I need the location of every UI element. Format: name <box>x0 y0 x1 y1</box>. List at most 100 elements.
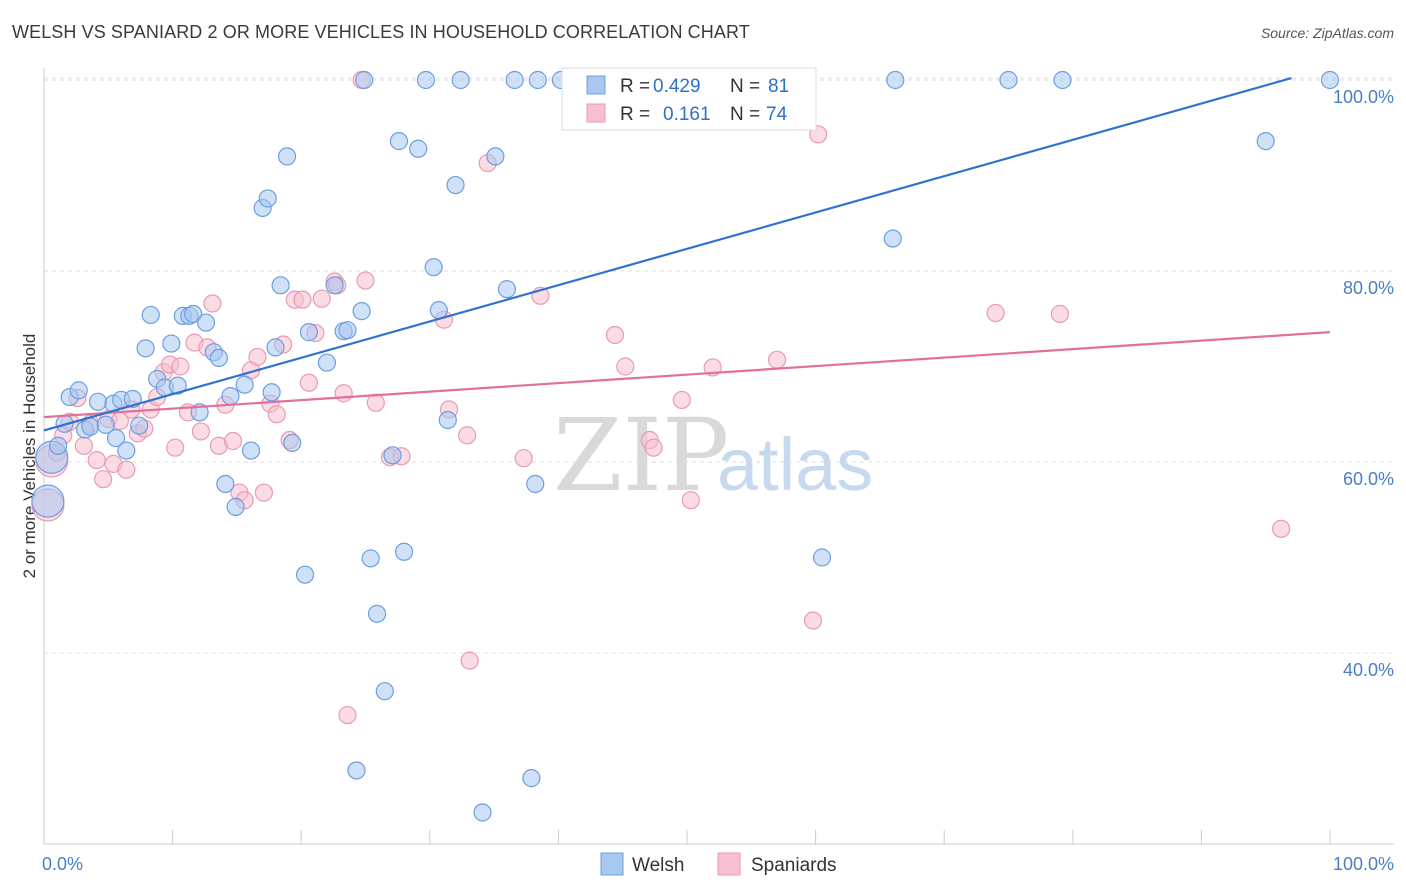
welsh-point <box>812 548 832 567</box>
legend-welsh-n-label: N = <box>730 76 760 97</box>
welsh-point <box>424 258 443 277</box>
welsh-point <box>883 229 902 248</box>
welsh-point <box>394 542 414 561</box>
bottom-legend-spaniards-label: Spaniards <box>751 855 837 876</box>
bottom-legend-spaniards-swatch <box>717 852 741 876</box>
welsh-point <box>88 392 108 411</box>
spaniards-point <box>644 438 663 457</box>
welsh-point <box>473 803 492 822</box>
welsh-point <box>347 761 366 780</box>
welsh-point <box>352 302 371 321</box>
spaniards-point <box>1050 304 1070 324</box>
spaniards-point <box>171 357 190 376</box>
welsh-point <box>526 474 545 494</box>
welsh-point <box>283 433 302 452</box>
welsh-point <box>522 769 541 788</box>
spaniards-point <box>616 357 635 376</box>
welsh-point <box>1320 70 1340 90</box>
bottom-legend-welsh-label: Welsh <box>632 855 684 876</box>
welsh-point <box>196 313 216 332</box>
x-axis-ticks <box>43 830 1331 844</box>
welsh-point <box>486 147 505 166</box>
welsh-point <box>375 682 394 701</box>
welsh-points <box>31 70 1340 822</box>
welsh-point <box>355 70 374 90</box>
spaniards-point <box>203 294 222 313</box>
welsh-point <box>130 416 149 435</box>
welsh-point <box>416 70 436 90</box>
welsh-point <box>338 321 357 340</box>
welsh-trend-line <box>43 77 1292 432</box>
spaniards-point <box>460 651 479 670</box>
spaniards-point <box>514 449 533 468</box>
legend-spaniards-r-value: 0.161 <box>663 104 711 125</box>
welsh-point <box>999 70 1018 90</box>
welsh-point <box>216 474 235 494</box>
welsh-point <box>69 381 88 400</box>
welsh-point <box>241 441 261 460</box>
welsh-point <box>117 441 136 460</box>
welsh-point <box>266 338 285 357</box>
legend-spaniards-swatch <box>586 103 606 123</box>
welsh-point <box>258 189 277 208</box>
welsh-point <box>81 417 100 436</box>
chart-title: WELSH VS SPANIARD 2 OR MORE VEHICLES IN … <box>12 22 750 42</box>
welsh-point <box>106 429 126 448</box>
spaniards-trend-line <box>43 331 1331 419</box>
welsh-point <box>209 348 228 368</box>
spaniards-point <box>267 405 286 424</box>
welsh-point <box>136 339 155 358</box>
welsh-point <box>235 375 254 394</box>
spaniards-point <box>986 303 1005 323</box>
legend-welsh-r-value: 0.429 <box>653 76 701 97</box>
spaniards-point <box>356 271 375 290</box>
welsh-point <box>361 549 380 568</box>
y-tick-label: 60.0% <box>1343 469 1394 489</box>
watermark-atlas: atlas <box>717 423 873 506</box>
spaniards-point <box>293 290 312 309</box>
welsh-point <box>168 376 187 395</box>
welsh-point <box>271 276 290 295</box>
welsh-point <box>299 323 319 342</box>
welsh-point <box>325 276 344 295</box>
y-tick-label: 40.0% <box>1343 660 1394 680</box>
welsh-point <box>505 70 524 90</box>
spaniards-point <box>117 460 136 479</box>
chart-source: Source: ZipAtlas.com <box>1260 25 1394 41</box>
spaniards-point <box>767 350 787 369</box>
spaniards-point <box>334 384 353 403</box>
welsh-point <box>295 565 315 584</box>
welsh-point <box>367 604 387 623</box>
spaniards-point <box>299 373 319 392</box>
welsh-point <box>451 70 470 90</box>
legend-welsh-r-label: R = <box>620 76 650 97</box>
welsh-point <box>31 484 65 518</box>
welsh-point <box>184 304 203 324</box>
welsh-point <box>438 410 457 430</box>
spaniards-point <box>94 470 113 489</box>
welsh-point <box>429 301 448 320</box>
welsh-point <box>389 132 409 151</box>
welsh-point <box>277 147 297 166</box>
welsh-point <box>317 353 337 372</box>
legend-welsh-swatch <box>586 75 606 95</box>
y-tick-labels: 40.0% 60.0% 80.0% 100.0% <box>1333 87 1394 680</box>
spaniards-point <box>1272 519 1291 538</box>
spaniards-point <box>223 431 243 451</box>
spaniards-point <box>672 390 691 410</box>
correlation-legend: R = 0.429 N = 81 R = 0.161 N = 74 <box>561 67 817 131</box>
spaniards-point <box>457 426 477 445</box>
spaniards-point <box>803 611 823 630</box>
welsh-point <box>226 497 245 516</box>
spaniards-point <box>166 438 185 457</box>
x-tick-label-max: 100.0% <box>1333 854 1394 874</box>
welsh-point <box>262 383 281 402</box>
y-tick-label: 80.0% <box>1343 278 1394 298</box>
welsh-point <box>446 175 465 195</box>
welsh-point <box>383 446 402 465</box>
spaniards-point <box>605 325 625 345</box>
spaniards-point <box>366 393 385 412</box>
spaniards-point <box>338 705 357 725</box>
watermark-zip: ZIP <box>553 397 729 514</box>
